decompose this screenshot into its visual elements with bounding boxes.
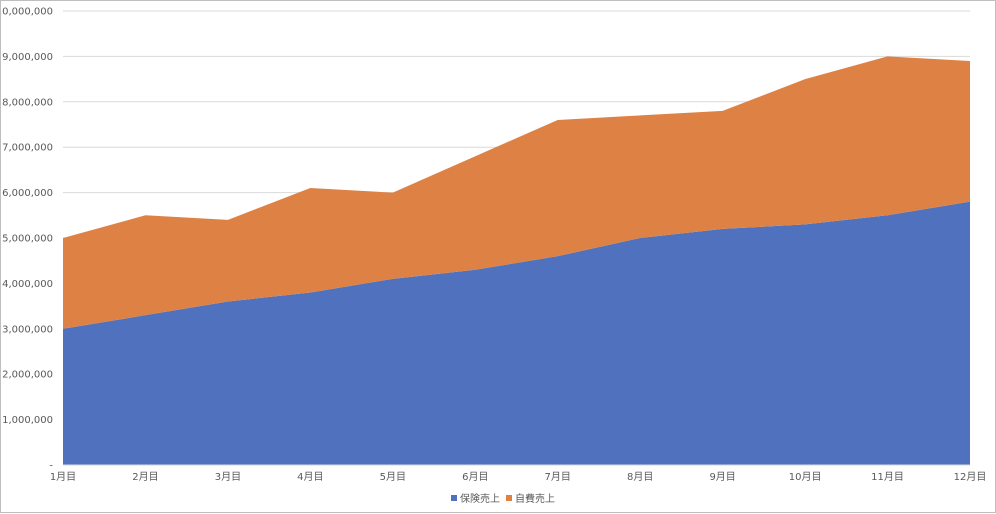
x-tick-label: 7月目 bbox=[545, 471, 571, 483]
x-tick-label: 2月目 bbox=[132, 471, 158, 483]
y-tick-label: 1,000,000 bbox=[2, 415, 53, 426]
legend-label: 保険売上 bbox=[460, 492, 500, 505]
y-tick-label: 2,000,000 bbox=[2, 370, 53, 381]
y-tick-label: 3,000,000 bbox=[2, 324, 53, 335]
x-tick-label: 12月目 bbox=[954, 471, 987, 483]
legend-swatch bbox=[451, 495, 457, 501]
y-tick-label: 6,000,000 bbox=[2, 188, 53, 199]
y-tick-label: 9,000,000 bbox=[2, 52, 53, 63]
x-axis: 1月目 2月目 3月目 4月目 5月目 6月目 7月目 8月目 9月目 10月目 11月目 12月目 bbox=[50, 465, 987, 483]
y-tick-label: 8,000,000 bbox=[2, 97, 53, 108]
y-tick-label: - bbox=[49, 461, 53, 472]
y-tick-label: 7,000,000 bbox=[2, 143, 53, 154]
legend-swatch bbox=[506, 495, 512, 501]
y-axis: - 1,000,000 2,000,000 3,000,000 4,000,000 5,0… bbox=[1, 7, 53, 472]
y-tick-label: 5,000,000 bbox=[2, 234, 53, 245]
x-tick-label: 8月目 bbox=[627, 471, 653, 483]
x-tick-label: 11月目 bbox=[871, 471, 904, 483]
legend: 保険売上 自費売上 bbox=[451, 492, 555, 505]
x-tick-label: 1月目 bbox=[50, 471, 76, 483]
x-tick-label: 5月目 bbox=[380, 471, 406, 483]
x-tick-label: 9月目 bbox=[709, 471, 735, 483]
x-tick-label: 4月目 bbox=[297, 471, 323, 483]
x-tick-label: 6月目 bbox=[462, 471, 488, 483]
area-series bbox=[63, 56, 970, 465]
x-tick-label: 3月目 bbox=[215, 471, 241, 483]
x-tick-label: 10月目 bbox=[789, 471, 822, 483]
y-tick-label: 10,000,000 bbox=[1, 7, 53, 18]
legend-label: 自費売上 bbox=[515, 492, 555, 505]
y-tick-label: 4,000,000 bbox=[2, 279, 53, 290]
